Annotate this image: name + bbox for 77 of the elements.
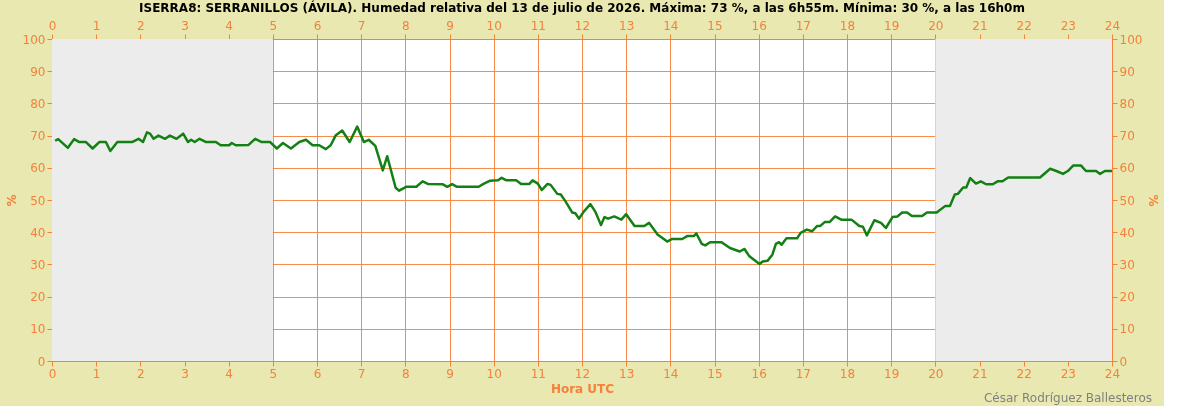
- x2-tick-label: 1: [92, 18, 101, 33]
- y2-tick-label: 100: [1119, 32, 1143, 47]
- x-tick-label: 11: [530, 366, 546, 381]
- x-tick-label: 2: [137, 366, 145, 381]
- x-tick-label: 9: [446, 366, 454, 381]
- y-tick-label: 10: [30, 322, 46, 337]
- x2-tick-label: 9: [446, 18, 454, 33]
- x2-tick-label: 14: [663, 18, 679, 33]
- x2-tick-label: 21: [972, 18, 988, 33]
- chart-title: ISERRA8: SERRANILLOS (ÁVILA). Humedad relativa del 13 de julio de 2026. Máxima: 73 %, a las 6h55m. Mínima: 30 %, a las 16h0m: [139, 0, 1025, 15]
- y2-tick-label: 0: [1119, 354, 1128, 369]
- x2-tick-label: 6: [313, 18, 322, 33]
- x2-tick-label: 4: [225, 18, 233, 33]
- y2-tick-label: 50: [1119, 193, 1135, 208]
- y-tick-label: 40: [30, 225, 46, 240]
- y2-axis-title: %: [1146, 194, 1161, 207]
- y-tick-label: 60: [30, 161, 46, 176]
- y-tick-label: 0: [37, 354, 46, 369]
- y-tick-label: 100: [22, 32, 46, 47]
- x2-tick-label: 16: [751, 18, 767, 33]
- y2-tick-label: 40: [1119, 225, 1135, 240]
- y2-tick-label: 10: [1119, 322, 1135, 337]
- x-tick-label: 14: [663, 366, 679, 381]
- x-tick-label: 1: [92, 366, 101, 381]
- y-tick-label: 90: [30, 64, 46, 79]
- x-tick-label: 8: [402, 366, 410, 381]
- x2-tick-label: 2: [137, 18, 145, 33]
- y2-tick-label: 20: [1119, 290, 1135, 305]
- x-axis-title: Hora UTC: [550, 381, 615, 396]
- x2-tick-label: 11: [530, 18, 546, 33]
- y-tick-label: 70: [30, 129, 46, 144]
- x2-tick-label: 23: [1060, 18, 1076, 33]
- x2-tick-label: 3: [181, 18, 189, 33]
- x-tick-label: 17: [795, 366, 811, 381]
- x2-tick-label: 7: [357, 18, 366, 33]
- x2-tick-label: 8: [402, 18, 410, 33]
- y-tick-label: 20: [30, 290, 46, 305]
- x2-tick-label: 5: [269, 18, 278, 33]
- y2-tick-label: 90: [1119, 64, 1135, 79]
- x2-tick-label: 15: [707, 18, 723, 33]
- x2-tick-label: 17: [795, 18, 811, 33]
- x2-tick-label: 0: [48, 18, 57, 33]
- text: César Rodríguez Ballesteros: [983, 391, 1152, 405]
- x-tick-label: 23: [1060, 366, 1076, 381]
- x-tick-label: 3: [181, 366, 189, 381]
- y-axis-title: %: [4, 194, 19, 207]
- x-tick-label: 6: [313, 366, 322, 381]
- x-tick-label: 10: [486, 366, 502, 381]
- x-tick-label: 0: [48, 366, 57, 381]
- x-tick-label: 18: [839, 366, 856, 381]
- x-tick-label: 22: [1016, 366, 1032, 381]
- x-tick-label: 4: [225, 366, 233, 381]
- x-tick-label: 7: [357, 366, 366, 381]
- x2-tick-label: 22: [1016, 18, 1032, 33]
- y2-tick-label: 80: [1119, 96, 1135, 111]
- x2-tick-label: 13: [619, 18, 635, 33]
- x-tick-label: 15: [707, 366, 723, 381]
- y2-tick-label: 70: [1119, 129, 1135, 144]
- x-tick-label: 19: [884, 366, 900, 381]
- x-tick-label: 5: [269, 366, 278, 381]
- x-tick-label: 13: [619, 366, 635, 381]
- x2-tick-label: 24: [1104, 18, 1121, 33]
- x-tick-label: 20: [928, 366, 944, 381]
- x2-tick-label: 20: [928, 18, 944, 33]
- x2-tick-label: 19: [884, 18, 900, 33]
- y-tick-label: 50: [30, 193, 46, 208]
- y2-tick-label: 30: [1119, 257, 1135, 272]
- x-tick-label: 21: [972, 366, 988, 381]
- y-tick-label: 80: [30, 96, 46, 111]
- x2-tick-label: 10: [486, 18, 502, 33]
- x-tick-label: 24: [1104, 366, 1121, 381]
- x2-tick-label: 12: [574, 18, 591, 33]
- y2-tick-label: 60: [1119, 161, 1135, 176]
- x2-tick-label: 18: [839, 18, 856, 33]
- y-tick-label: 30: [30, 257, 46, 272]
- x-tick-label: 12: [574, 366, 591, 381]
- x-tick-label: 16: [751, 366, 767, 381]
